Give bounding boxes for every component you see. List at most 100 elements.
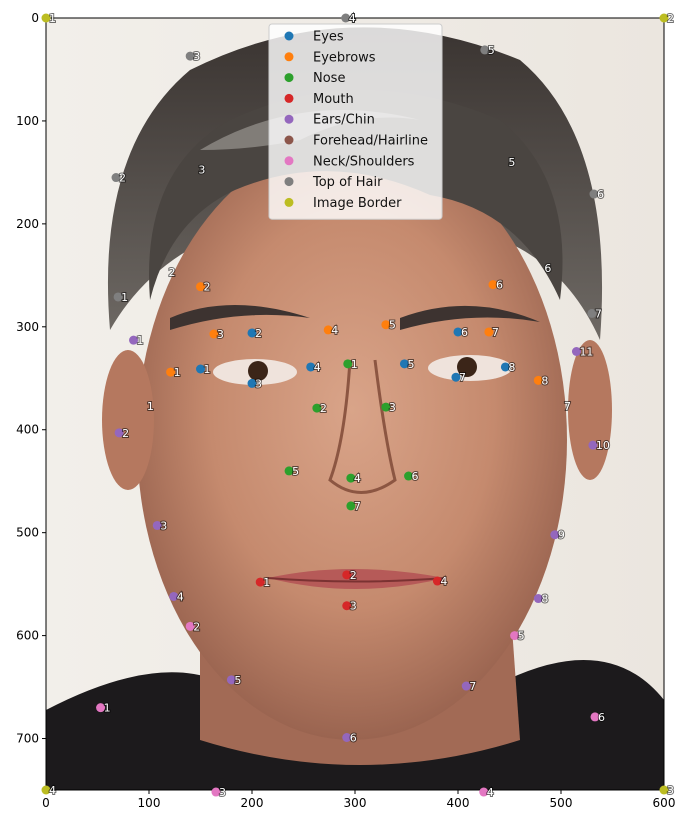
point-label: 4 — [314, 361, 321, 374]
point-label: 4 — [487, 786, 494, 799]
point-label: 5 — [389, 319, 396, 332]
point-label: 4 — [49, 784, 56, 797]
data-point — [659, 785, 669, 795]
point-label: 4 — [349, 12, 356, 25]
data-point — [247, 328, 257, 338]
data-point — [659, 13, 669, 23]
legend-marker — [284, 52, 294, 62]
data-point — [196, 282, 205, 292]
series-forehead-hairline: 1 2 3 4 5 6 7 — [146, 11, 572, 414]
point-label: 1 — [121, 291, 128, 304]
point-label: 3 — [350, 600, 357, 613]
legend: Eyes Eyebrows Nose Mouth Ears/Chin Forehead/H… — [268, 23, 443, 220]
data-point — [211, 787, 221, 797]
legend-label: Top of Hair — [312, 175, 383, 190]
point-label: 8 — [508, 361, 515, 374]
legend-label: Eyebrows — [313, 50, 376, 65]
data-point — [343, 359, 353, 369]
point-label: 1 — [49, 12, 56, 25]
point-label: 3 — [160, 519, 167, 532]
data-point — [166, 367, 176, 377]
data-point — [571, 347, 581, 357]
x-axis: 0 100 200 300 400 500 600 — [42, 790, 675, 810]
legend-marker — [284, 31, 294, 41]
point-label: 9 — [558, 529, 565, 542]
series-nose: 1 2 3 4 5 6 7 — [284, 357, 420, 514]
data-point — [152, 520, 162, 530]
y-tick-label: 200 — [16, 217, 39, 231]
point-label: 6 — [412, 470, 419, 483]
point-label: 5 — [508, 156, 515, 169]
point-label: 4 — [177, 590, 184, 603]
data-point — [404, 471, 414, 481]
data-point — [484, 327, 494, 337]
point-label: 4 — [440, 575, 447, 588]
point-label: 7 — [469, 680, 476, 693]
data-point — [185, 621, 195, 631]
data-point — [399, 359, 409, 369]
point-label: 2 — [193, 620, 200, 633]
data-point — [510, 631, 520, 641]
data-point — [342, 733, 352, 743]
y-tick-label: 500 — [16, 526, 39, 540]
data-point — [550, 530, 560, 540]
point-label: 2 — [667, 12, 674, 25]
data-point — [129, 335, 139, 345]
x-tick-label: 0 — [42, 796, 50, 810]
data-point — [255, 577, 265, 587]
data-point — [533, 375, 543, 385]
x-tick-label: 500 — [550, 796, 573, 810]
y-tick-label: 100 — [16, 114, 39, 128]
x-tick-label: 100 — [138, 796, 161, 810]
point-label: 6 — [544, 262, 551, 275]
y-tick-label: 700 — [16, 732, 39, 746]
data-point — [114, 428, 124, 438]
data-point — [453, 327, 463, 337]
point-label: 6 — [461, 326, 468, 339]
point-label: 3 — [667, 784, 674, 797]
data-point — [461, 681, 471, 691]
legend-marker — [284, 73, 294, 83]
point-label: 6 — [598, 711, 605, 724]
data-point — [96, 703, 106, 713]
point-label: 6 — [597, 188, 604, 201]
data-point — [284, 466, 294, 476]
point-label: 8 — [541, 374, 548, 387]
series-mouth: 1 2 3 4 — [255, 568, 448, 614]
data-point — [169, 591, 179, 601]
data-point — [111, 173, 121, 183]
point-label: 2 — [122, 427, 129, 440]
point-label: 7 — [564, 400, 571, 413]
legend-label: Nose — [313, 71, 345, 86]
legend-marker — [284, 177, 294, 187]
data-point — [196, 364, 205, 374]
data-point — [480, 45, 490, 55]
point-label: 1 — [204, 363, 211, 376]
legend-marker — [284, 197, 294, 207]
legend-marker — [284, 93, 294, 103]
point-label: 2 — [204, 281, 211, 294]
data-point — [306, 362, 316, 372]
point-label: 1 — [104, 702, 111, 715]
point-label: 2 — [255, 327, 262, 340]
data-point — [226, 675, 236, 685]
point-label: 2 — [168, 266, 175, 279]
series-image-border: 1 2 3 4 — [41, 11, 675, 798]
point-label: 5 — [518, 630, 525, 643]
data-point — [346, 501, 356, 511]
legend-marker — [284, 156, 294, 166]
point-label: 5 — [407, 358, 414, 371]
series-top-of-hair: 1 2 3 4 5 6 7 — [111, 11, 605, 321]
point-label: 10 — [596, 439, 610, 452]
series-eyebrows: 1 2 3 4 5 6 7 8 — [166, 278, 549, 388]
point-label: 3 — [193, 50, 200, 63]
point-label: 5 — [234, 674, 241, 687]
data-point — [432, 576, 442, 586]
data-point — [209, 329, 219, 339]
data-point — [381, 402, 391, 412]
y-tick-label: 300 — [16, 320, 39, 334]
point-label: 11 — [579, 346, 593, 359]
data-point — [488, 280, 498, 290]
